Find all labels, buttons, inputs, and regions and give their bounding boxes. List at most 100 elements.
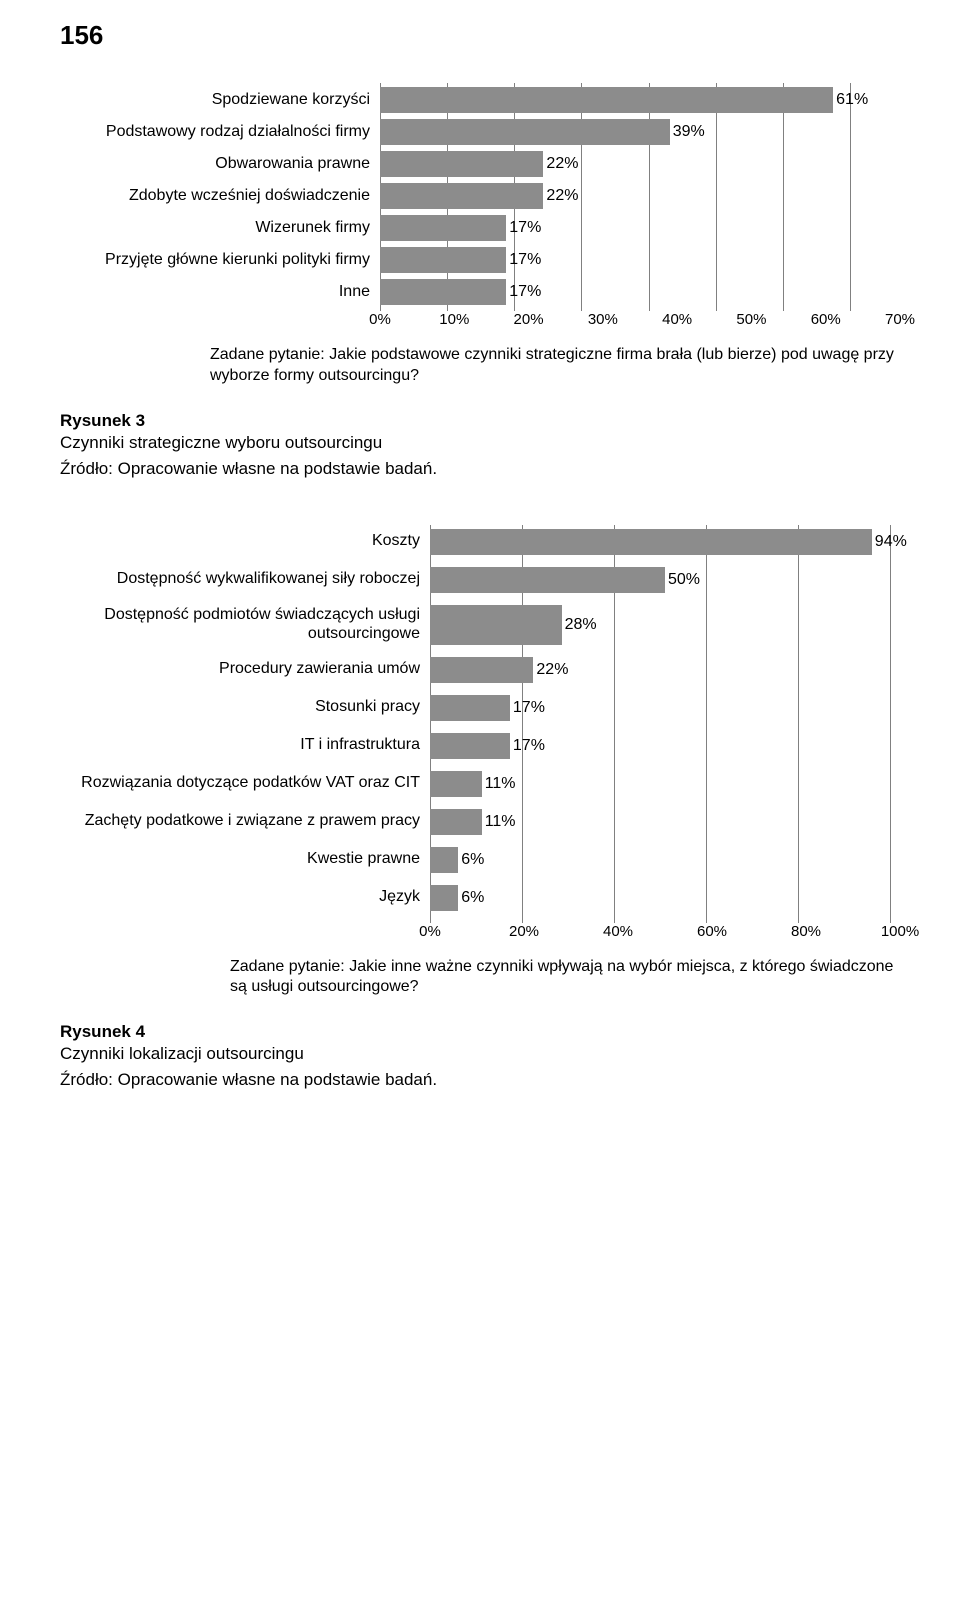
chart-row: Wizerunek firmy 17%	[60, 215, 900, 241]
bar-label: Wizerunek firmy	[60, 219, 380, 237]
chart-row: Podstawowy rodzaj działalności firmy 39%	[60, 119, 900, 145]
chart1-question: Zadane pytanie: Jakie podstawowe czynnik…	[60, 345, 900, 387]
axis-tick-label: 70%	[885, 311, 915, 328]
fig4-subtitle: Czynniki lokalizacji outsourcingu	[60, 1044, 900, 1064]
bar-plot: 17%	[380, 215, 900, 241]
bar-rect	[430, 847, 458, 873]
chart-row: Inne 17%	[60, 279, 900, 305]
axis-tick-label: 60%	[697, 923, 727, 940]
bar-rect	[380, 119, 670, 145]
bar-rect	[380, 215, 506, 241]
bar-value: 17%	[509, 283, 541, 301]
bar-plot: 17%	[380, 279, 900, 305]
bar-value: 17%	[513, 737, 545, 755]
bar-plot: 17%	[380, 247, 900, 273]
bar: 61%	[380, 87, 900, 113]
page-number: 156	[60, 20, 900, 51]
bar-value: 17%	[509, 251, 541, 269]
bar-value: 11%	[485, 775, 516, 793]
bar-label: Dostępność podmiotów świadczących usługi…	[60, 606, 430, 643]
chart1-bars: Spodziewane korzyści61%Podstawowy rodzaj…	[60, 87, 900, 305]
bar-plot: 22%	[380, 183, 900, 209]
bar: 94%	[430, 529, 900, 555]
bar-rect	[430, 529, 872, 555]
chart-row: Kwestie prawne6%	[60, 847, 900, 873]
axis-tick-label: 30%	[588, 311, 618, 328]
bar-rect	[380, 247, 506, 273]
bar: 17%	[380, 247, 900, 273]
bar-label: Obwarowania prawne	[60, 155, 380, 173]
bar-rect	[430, 885, 458, 911]
bar-label: IT i infrastruktura	[60, 736, 430, 754]
bar-value: 11%	[485, 813, 516, 831]
chart2: Koszty94%Dostępność wykwalifikowanej sił…	[60, 529, 900, 943]
bar-plot: 6%	[430, 847, 900, 873]
chart1: Spodziewane korzyści61%Podstawowy rodzaj…	[60, 87, 900, 331]
axis-tick-label: 60%	[811, 311, 841, 328]
bar-label: Procedury zawierania umów	[60, 660, 430, 678]
bar-value: 94%	[875, 533, 907, 551]
axis-tick-label: 0%	[369, 311, 391, 328]
bar-value: 17%	[513, 699, 545, 717]
bar: 17%	[430, 733, 900, 759]
bar: 22%	[430, 657, 900, 683]
axis-tick-label: 50%	[736, 311, 766, 328]
bar-rect	[430, 733, 510, 759]
bar-label: Stosunki pracy	[60, 698, 430, 716]
chart-row: Spodziewane korzyści61%	[60, 87, 900, 113]
bar-label: Przyjęte główne kierunki polityki firmy	[60, 251, 380, 269]
bar-label: Zdobyte wcześniej doświadczenie	[60, 187, 380, 205]
bar-rect	[430, 567, 665, 593]
bar-label: Podstawowy rodzaj działalności firmy	[60, 123, 380, 141]
fig4-source: Źródło: Opracowanie własne na podstawie …	[60, 1070, 900, 1090]
chart-row: Rozwiązania dotyczące podatków VAT oraz …	[60, 771, 900, 797]
bar-value: 28%	[565, 616, 597, 634]
bar: 39%	[380, 119, 900, 145]
chart2-bars: Koszty94%Dostępność wykwalifikowanej sił…	[60, 529, 900, 911]
fig4-title: Rysunek 4	[60, 1022, 900, 1042]
chart-row: Obwarowania prawne 22%	[60, 151, 900, 177]
bar-plot: 61%	[380, 87, 900, 113]
bar-value: 39%	[673, 123, 705, 141]
bar-value: 17%	[509, 219, 541, 237]
bar: 22%	[380, 183, 900, 209]
axis-tick-label: 20%	[514, 311, 544, 328]
axis-tick-label: 10%	[439, 311, 469, 328]
bar: 28%	[430, 605, 900, 645]
bar-rect	[380, 183, 543, 209]
bar-plot: 94%	[430, 529, 900, 555]
chart2-question: Zadane pytanie: Jakie inne ważne czynnik…	[60, 957, 900, 999]
bar-plot: 22%	[380, 151, 900, 177]
chart1-axis: 0%10%20%30%40%50%60%70%	[60, 311, 900, 331]
bar-rect	[430, 657, 533, 683]
chart-row: Stosunki pracy 17%	[60, 695, 900, 721]
bar-label: Język	[60, 888, 430, 906]
chart-row: Procedury zawierania umów 22%	[60, 657, 900, 683]
bar-plot: 6%	[430, 885, 900, 911]
bar: 22%	[380, 151, 900, 177]
fig3-subtitle: Czynniki strategiczne wyboru outsourcing…	[60, 433, 900, 453]
bar-label: Spodziewane korzyści	[60, 91, 380, 109]
bar-rect	[430, 605, 562, 645]
bar-value: 22%	[536, 661, 568, 679]
bar-value: 22%	[546, 155, 578, 173]
bar: 11%	[430, 771, 900, 797]
bar: 6%	[430, 847, 900, 873]
bar-rect	[380, 279, 506, 305]
chart-row: Zdobyte wcześniej doświadczenie 22%	[60, 183, 900, 209]
bar-label: Koszty	[60, 532, 430, 550]
axis-tick-label: 40%	[662, 311, 692, 328]
bar-label: Dostępność wykwalifikowanej siły robocze…	[60, 570, 430, 588]
bar-value: 6%	[461, 851, 484, 869]
bar-value: 6%	[461, 889, 484, 907]
bar-label: Inne	[60, 283, 380, 301]
axis-tick-label: 80%	[791, 923, 821, 940]
bar-value: 22%	[546, 187, 578, 205]
chart2-axis: 0%20%40%60%80%100%	[60, 923, 900, 943]
chart-row: Język 6%	[60, 885, 900, 911]
bar-rect	[430, 695, 510, 721]
bar-plot: 28%	[430, 605, 900, 645]
bar: 17%	[380, 279, 900, 305]
bar-label: Rozwiązania dotyczące podatków VAT oraz …	[60, 774, 430, 792]
bar-plot: 50%	[430, 567, 900, 593]
